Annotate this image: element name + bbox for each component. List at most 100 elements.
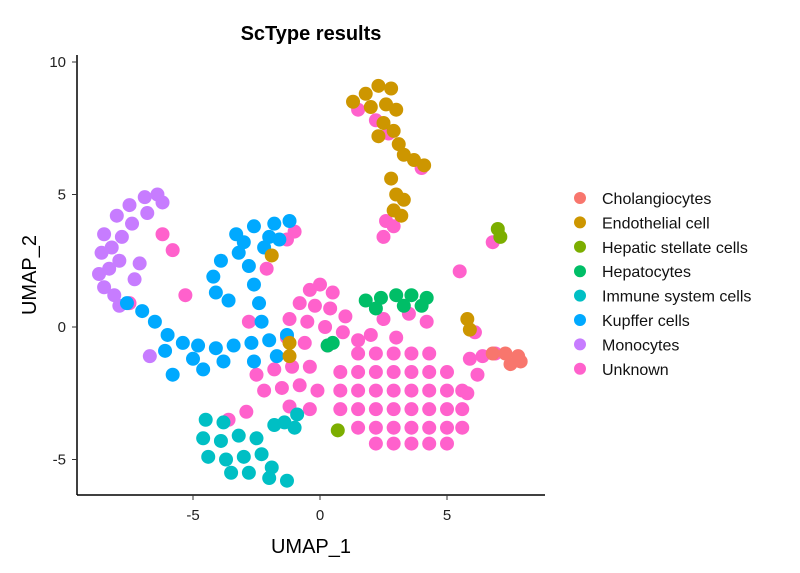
data-point — [368, 436, 383, 451]
data-point — [351, 383, 366, 398]
data-point — [371, 129, 386, 144]
data-point — [307, 298, 322, 313]
data-point — [384, 171, 399, 186]
data-point — [351, 365, 366, 380]
y-tick-label: 0 — [58, 319, 66, 336]
x-axis-label: UMAP_1 — [271, 536, 351, 558]
data-point — [267, 216, 282, 231]
data-point — [391, 137, 406, 152]
data-point — [282, 349, 297, 364]
data-point — [119, 296, 134, 311]
data-point — [112, 253, 127, 268]
legend-item: Immune system cells — [574, 289, 751, 306]
data-point — [206, 269, 221, 284]
data-point — [368, 383, 383, 398]
data-point — [290, 407, 305, 422]
data-point — [102, 261, 117, 276]
data-point — [325, 335, 340, 350]
data-point — [351, 402, 366, 417]
data-point — [404, 365, 419, 380]
data-point — [404, 436, 419, 451]
data-point — [373, 290, 388, 305]
data-point — [236, 449, 251, 464]
data-point — [97, 227, 112, 242]
data-point — [422, 383, 437, 398]
data-point — [460, 386, 475, 401]
data-point — [302, 359, 317, 374]
data-point — [137, 190, 152, 205]
data-point — [376, 229, 391, 244]
data-point — [363, 100, 378, 115]
data-point — [267, 362, 282, 377]
data-point — [246, 277, 261, 292]
data-point — [422, 365, 437, 380]
data-point — [422, 420, 437, 435]
legend-label: Immune system cells — [602, 289, 751, 306]
data-point — [165, 243, 180, 258]
data-point — [155, 195, 170, 210]
data-point — [419, 314, 434, 329]
legend-key — [574, 240, 586, 253]
data-point — [440, 365, 454, 380]
data-point — [155, 227, 170, 242]
data-point — [358, 86, 373, 101]
data-point — [147, 314, 162, 329]
legend-label: Hepatocytes — [602, 264, 691, 281]
data-point — [231, 245, 246, 260]
data-point — [259, 261, 274, 276]
data-point — [186, 351, 200, 366]
data-point — [335, 325, 350, 340]
data-point — [267, 418, 282, 433]
data-point — [386, 365, 401, 380]
data-point — [302, 402, 317, 417]
data-point — [231, 428, 246, 443]
data-point — [274, 380, 289, 395]
legend-label: Kupffer cells — [602, 313, 690, 330]
data-point — [394, 208, 409, 223]
data-point — [462, 322, 477, 337]
data-point — [455, 420, 470, 435]
data-point — [389, 330, 404, 345]
data-point — [221, 293, 236, 308]
data-point — [333, 365, 348, 380]
data-point — [386, 420, 401, 435]
data-point — [244, 335, 259, 350]
series-endothelial-cell — [264, 78, 477, 364]
data-point — [368, 402, 383, 417]
legend-key — [574, 289, 586, 302]
legend-item: Hepatic stellate cells — [574, 240, 748, 257]
x-tick-label: -5 — [186, 507, 199, 524]
data-point — [239, 404, 254, 419]
legend-label: Endothelial cell — [602, 215, 710, 232]
data-point — [282, 335, 297, 350]
data-point — [216, 415, 231, 430]
data-point — [386, 219, 401, 234]
data-point — [440, 420, 454, 435]
data-point — [269, 349, 284, 364]
data-point — [396, 192, 411, 207]
data-point — [470, 367, 485, 382]
data-point — [224, 465, 239, 480]
legend-item: Monocytes — [574, 337, 679, 354]
x-tick-label: 0 — [316, 507, 324, 524]
data-point — [386, 436, 401, 451]
data-point — [254, 447, 269, 462]
data-point — [246, 354, 261, 369]
data-point — [323, 301, 338, 316]
legend-item: Kupffer cells — [574, 313, 690, 330]
data-point — [135, 304, 150, 319]
data-point — [452, 264, 467, 279]
data-point — [241, 465, 256, 480]
series-cholangiocytes — [485, 346, 528, 372]
data-point — [396, 298, 411, 313]
legend-item: Unknown — [574, 362, 669, 379]
data-point — [358, 293, 373, 308]
data-point — [249, 367, 264, 382]
data-point — [292, 296, 307, 311]
data-point — [122, 198, 137, 213]
series-monocytes — [92, 187, 170, 364]
data-point — [368, 301, 383, 316]
data-point — [198, 412, 213, 427]
data-point — [114, 229, 129, 244]
data-point — [287, 224, 302, 239]
